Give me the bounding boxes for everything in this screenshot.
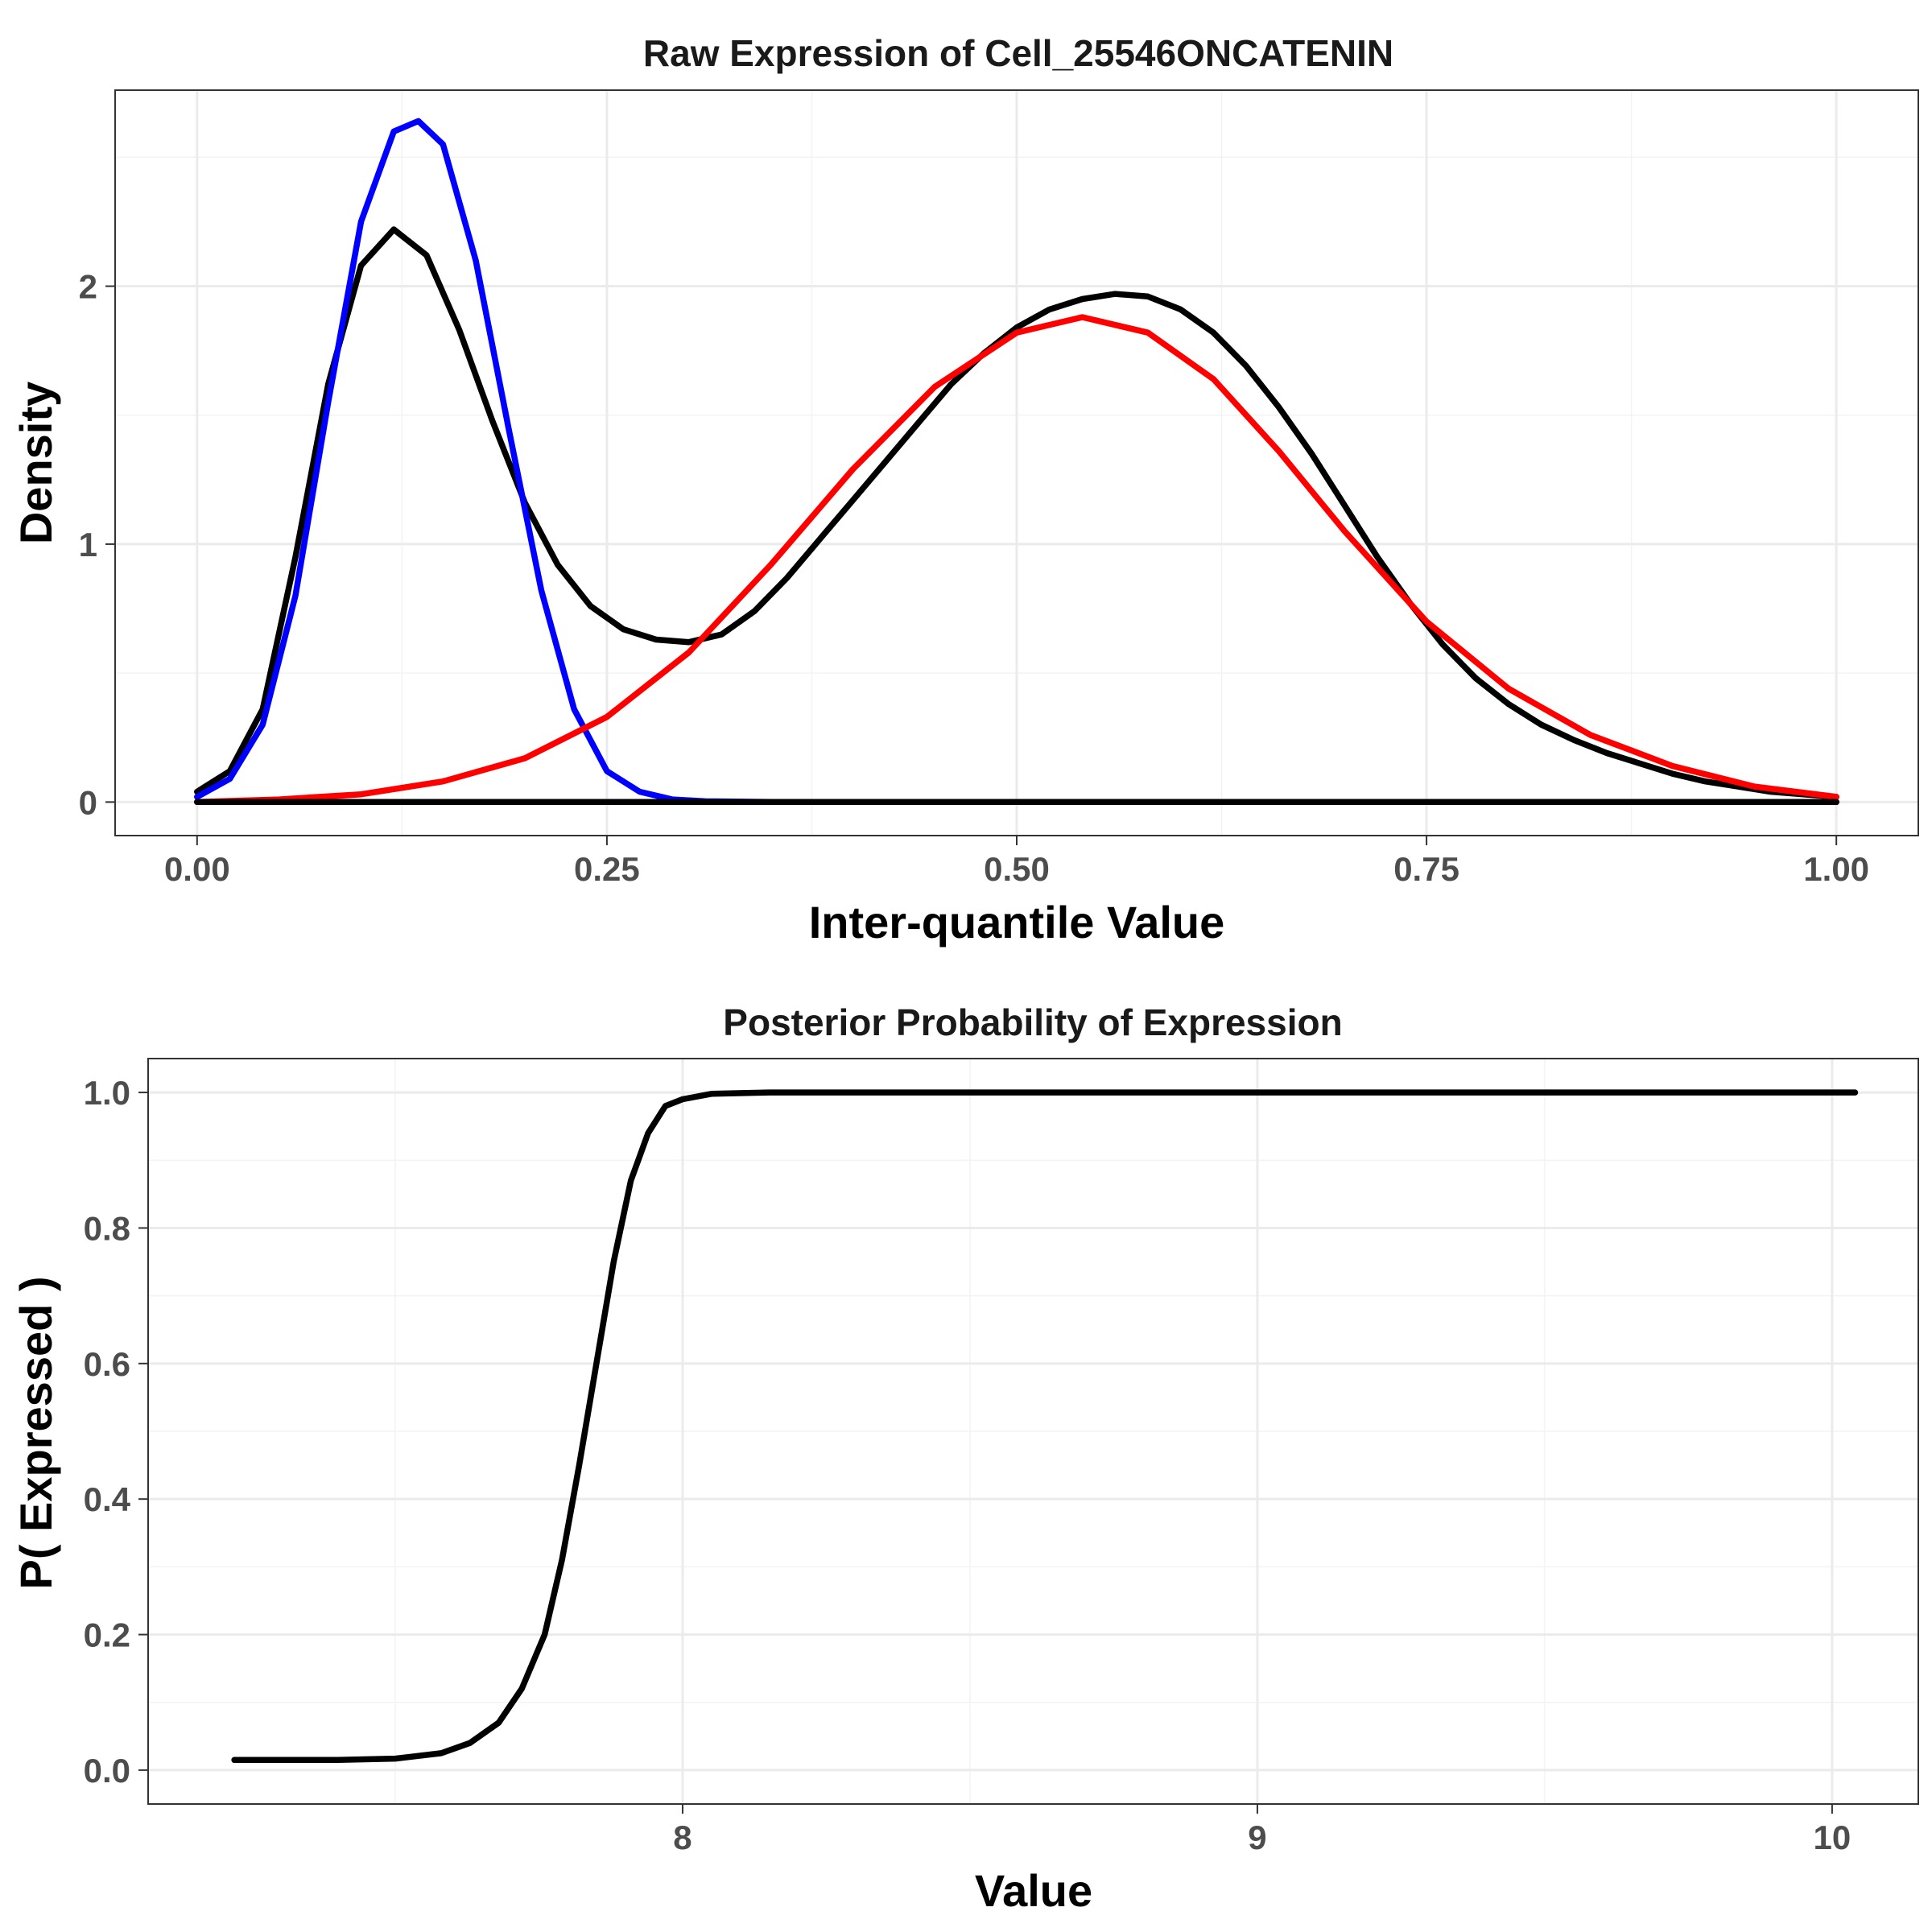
density-y-tick-label-1: 1 xyxy=(79,526,97,564)
density-ticks: 0.00 0.25 0.50 0.75 1.00 0 1 2 xyxy=(79,268,1869,888)
posterior-panel-border xyxy=(147,1058,1919,1805)
density-x-tick-label-0: 0.00 xyxy=(164,850,230,888)
density-series-group xyxy=(194,118,1839,806)
posterior-series-line-0 xyxy=(231,1089,1859,1764)
density-y-tick-label-2: 2 xyxy=(79,268,97,306)
posterior-y-tick-label-0_4: 0.4 xyxy=(84,1480,131,1518)
posterior-x-axis-label: Value xyxy=(975,1865,1092,1916)
posterior-y-axis-label: P( Expressed ) xyxy=(10,1276,61,1589)
posterior-x-tick-label-9: 9 xyxy=(1248,1818,1266,1856)
posterior-y-tick-label-0_6: 0.6 xyxy=(84,1345,130,1383)
density-chart-title: Raw Expression of Cell_25546ONCATENIN xyxy=(643,32,1393,74)
posterior-ticks: 8 9 10 0.0 0.2 0.4 0.6 0.8 1.0 xyxy=(84,1074,1852,1856)
posterior-y-tick-label-0_2: 0.2 xyxy=(84,1616,130,1654)
posterior-x-tick-label-10: 10 xyxy=(1814,1818,1852,1856)
posterior-chart-title: Posterior Probability of Expression xyxy=(723,1001,1342,1043)
posterior-y-tick-label-0_8: 0.8 xyxy=(84,1209,130,1247)
density-x-tick-label-0_75: 0.75 xyxy=(1393,850,1459,888)
posterior-panel: Posterior Probability of Expression 8 9 10… xyxy=(10,1001,1919,1916)
density-series-line-0 xyxy=(194,226,1839,800)
density-series-line-2 xyxy=(194,314,1839,806)
posterior-y-tick-label-1: 1.0 xyxy=(84,1074,130,1112)
density-panel: Raw Expression of Cell_25546ONCATENIN 0.… xyxy=(10,32,1919,947)
density-y-axis-label: Density xyxy=(10,382,61,544)
density-x-tick-label-0_25: 0.25 xyxy=(574,850,640,888)
density-x-tick-label-1: 1.00 xyxy=(1803,850,1869,888)
density-x-axis-label: Inter-quantile Value xyxy=(809,897,1225,947)
density-grid xyxy=(115,90,1918,836)
posterior-y-tick-label-0: 0.0 xyxy=(84,1752,130,1790)
density-x-tick-label-0_5: 0.50 xyxy=(984,850,1050,888)
posterior-series-group xyxy=(231,1089,1859,1764)
density-y-tick-label-0: 0 xyxy=(79,783,97,821)
posterior-x-tick-label-8: 8 xyxy=(673,1818,691,1856)
